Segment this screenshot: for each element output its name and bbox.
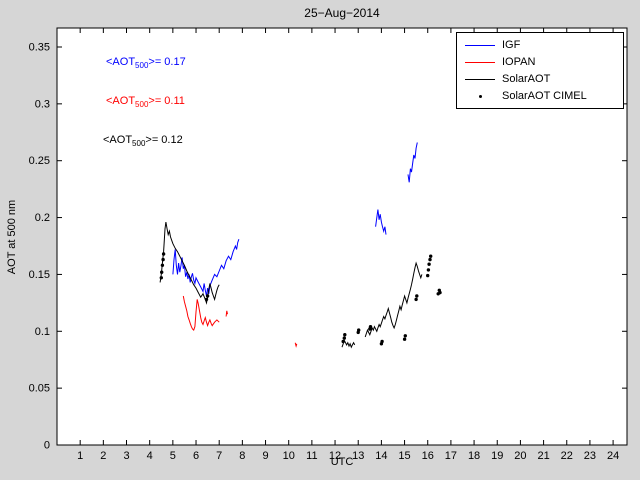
plot-title: 25−Aug−2014 <box>304 6 380 20</box>
x-tick-label: 12 <box>329 450 341 462</box>
annotation-text-post: >= 0.12 <box>145 134 183 146</box>
dot-sample-icon <box>478 94 482 98</box>
legend-swatch-0 <box>465 44 495 46</box>
series-solaraot-cimel <box>159 252 442 346</box>
annotation-text-post: >= 0.17 <box>148 56 186 68</box>
annotation-2: <AOT500>= 0.12 <box>103 134 183 148</box>
annotation-subscript: 500 <box>132 139 146 149</box>
y-tick-label: 0.25 <box>29 155 50 167</box>
x-tick-label: 15 <box>398 450 410 462</box>
x-tick-label: 1 <box>77 450 83 462</box>
y-tick-label: 0.15 <box>29 269 50 281</box>
y-tick-label: 0.1 <box>35 326 50 338</box>
x-tick-label: 24 <box>607 450 619 462</box>
x-tick-label: 20 <box>514 450 526 462</box>
x-tick-label: 13 <box>352 450 364 462</box>
x-tick-label: 5 <box>170 450 176 462</box>
line-sample-icon <box>465 44 495 46</box>
legend-item-igf: IGF <box>465 38 615 52</box>
x-tick-label: 21 <box>537 450 549 462</box>
legend-label: IGF <box>502 39 521 51</box>
x-tick-label: 2 <box>100 450 106 462</box>
y-tick-label: 0 <box>44 440 50 452</box>
line-sample-icon <box>465 78 495 80</box>
x-tick-label: 22 <box>561 450 573 462</box>
x-tick-label: 10 <box>283 450 295 462</box>
x-tick-label: 8 <box>239 450 245 462</box>
legend-label: SolarAOT <box>502 73 551 85</box>
x-tick-label: 6 <box>193 450 199 462</box>
annotation-subscript: 500 <box>135 100 149 110</box>
axes: 1 2 3 4 5 6 7 8 9 10 11 12 13 14 15 16 17 18 19 20 21 22 23 240… <box>29 28 627 462</box>
x-axis-label: UTC <box>330 456 354 468</box>
x-tick-label: 11 <box>306 450 317 462</box>
legend-swatch-2 <box>465 78 495 80</box>
x-tick-label: 9 <box>262 450 268 462</box>
y-tick-label: 0.05 <box>29 383 50 395</box>
y-axis-label: AOT at 500 nm <box>6 199 19 274</box>
series-iopan <box>182 295 298 348</box>
legend-item-solaraot: SolarAOT <box>465 72 615 86</box>
legend-item-solaraot-cimel: SolarAOT CIMEL <box>465 89 615 103</box>
annotation-text-pre: <AOT <box>106 56 136 68</box>
axes-box <box>56 27 628 446</box>
x-tick-label: 3 <box>123 450 129 462</box>
line-sample-icon <box>465 61 495 63</box>
x-tick-label: 7 <box>216 450 222 462</box>
ylabel-container: AOT at 500 nm <box>2 28 22 445</box>
x-tick-label: 4 <box>147 450 153 462</box>
annotation-subscript: 500 <box>135 61 149 71</box>
y-tick-label: 0.35 <box>29 41 50 53</box>
annotation-1: <AOT500>= 0.11 <box>106 95 185 109</box>
x-tick-label: 23 <box>584 450 596 462</box>
x-tick-label: 19 <box>491 450 503 462</box>
x-tick-label: 17 <box>445 450 457 462</box>
y-tick-label: 0.3 <box>35 98 50 110</box>
legend-label: SolarAOT CIMEL <box>502 90 587 102</box>
legend-swatch-3 <box>465 94 495 98</box>
annotation-0: <AOT500>= 0.17 <box>106 56 186 70</box>
y-tick-label: 0.2 <box>35 212 50 224</box>
legend: IGF IOPAN SolarAOT SolarAOT CIMEL <box>456 32 624 109</box>
legend-swatch-1 <box>465 61 495 63</box>
x-tick-label: 18 <box>468 450 480 462</box>
annotation-text-pre: <AOT <box>103 134 133 146</box>
annotation-text-pre: <AOT <box>106 95 136 107</box>
series-igf <box>172 142 418 297</box>
legend-item-iopan: IOPAN <box>465 55 615 69</box>
annotation-text-post: >= 0.11 <box>148 95 185 107</box>
x-tick-label: 14 <box>375 450 387 462</box>
x-tick-label: 16 <box>422 450 434 462</box>
legend-label: IOPAN <box>502 56 536 68</box>
